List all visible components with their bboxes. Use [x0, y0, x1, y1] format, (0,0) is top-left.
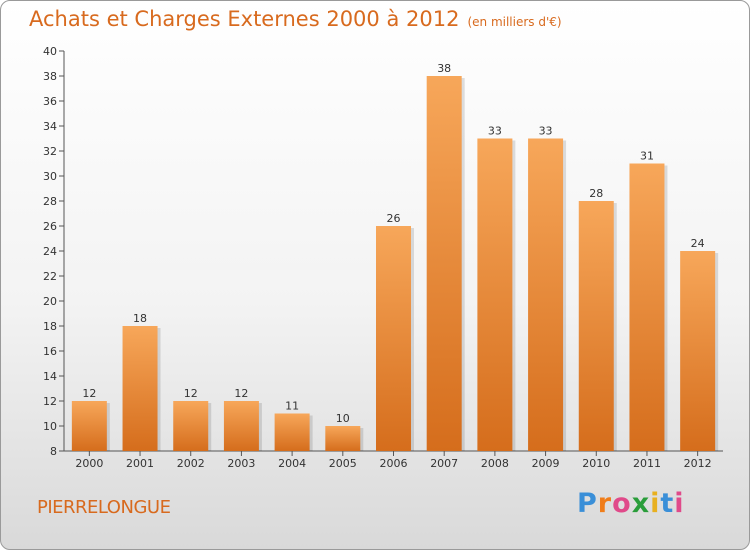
x-tick-label: 2004	[278, 457, 306, 470]
logo-letter: i	[650, 488, 661, 519]
y-tick-label: 28	[43, 195, 57, 208]
bar-2004	[274, 413, 310, 451]
x-tick-label: 2009	[532, 457, 560, 470]
bar-value-label: 12	[184, 387, 198, 400]
bar-2008	[477, 138, 513, 451]
x-tick-label: 2003	[227, 457, 255, 470]
proxiti-logo: Proxiti	[577, 488, 685, 519]
bar-value-label: 26	[387, 212, 401, 225]
bar-value-label: 31	[640, 150, 654, 163]
bar-value-label: 12	[234, 387, 248, 400]
logo-letter: i	[674, 488, 685, 519]
y-tick-label: 22	[43, 270, 57, 283]
y-tick-label: 14	[43, 370, 57, 383]
logo-letter: r	[597, 488, 613, 519]
x-tick-label: 2007	[430, 457, 458, 470]
bar-2003	[223, 401, 259, 451]
y-tick-label: 30	[43, 170, 57, 183]
y-tick-label: 16	[43, 345, 57, 358]
y-tick-label: 26	[43, 220, 57, 233]
y-tick-label: 10	[43, 420, 57, 433]
x-tick-label: 2002	[177, 457, 205, 470]
bar-value-label: 11	[285, 400, 299, 413]
logo-letter: P	[577, 488, 598, 519]
bar-2002	[173, 401, 209, 451]
y-tick-label: 8	[50, 445, 57, 458]
bar-value-label: 12	[82, 387, 96, 400]
bar-value-label: 10	[336, 412, 350, 425]
bar-value-label: 38	[437, 62, 451, 75]
bar-value-label: 18	[133, 312, 147, 325]
logo-letter: o	[612, 488, 632, 519]
x-tick-label: 2006	[380, 457, 408, 470]
bar-value-label: 24	[691, 237, 705, 250]
bar-2009	[528, 138, 564, 451]
chart-bars	[71, 76, 719, 451]
y-tick-label: 32	[43, 145, 57, 158]
bar-2000	[71, 401, 107, 451]
y-tick-label: 34	[43, 120, 57, 133]
x-tick-label: 2000	[75, 457, 103, 470]
chart-subtitle: (en milliers d'€)	[467, 15, 562, 29]
bar-value-label: 33	[539, 125, 553, 138]
y-tick-label: 38	[43, 70, 57, 83]
chart-axes: 8 10 12 14 16 18 20 22 24 26 28 30 32 34 36 38 40	[43, 45, 723, 458]
x-tick-label: 2001	[126, 457, 154, 470]
y-tick-label: 24	[43, 245, 57, 258]
x-tick-label: 2012	[684, 457, 712, 470]
bar-2001	[122, 326, 158, 451]
commune-name: PIERRELONGUE	[37, 497, 171, 518]
y-tick-label: 18	[43, 320, 57, 333]
y-tick-label: 20	[43, 295, 57, 308]
y-tick-label: 36	[43, 95, 57, 108]
bar-value-label: 33	[488, 125, 502, 138]
x-tick-label: 2010	[582, 457, 610, 470]
chart-title-text: Achats et Charges Externes 2000 à 2012	[29, 7, 460, 31]
x-tick-label: 2008	[481, 457, 509, 470]
bar-2011	[629, 163, 665, 451]
bar-2012	[680, 251, 716, 451]
chart-title: Achats et Charges Externes 2000 à 2012 (e…	[29, 7, 562, 31]
bar-value-label: 28	[589, 187, 603, 200]
logo-letter: x	[631, 488, 651, 519]
bar-2007	[426, 76, 462, 451]
y-tick-label: 12	[43, 395, 57, 408]
bar-2005	[325, 426, 361, 451]
x-tick-label: 2011	[633, 457, 661, 470]
x-tick-label: 2005	[329, 457, 357, 470]
logo-letter: t	[660, 488, 675, 519]
bar-2010	[578, 201, 614, 451]
y-tick-label: 40	[43, 45, 57, 58]
chart-labels: 12 2000 18 2001 12 2002 12 2003 11 2004 10 2005 26 20…	[75, 62, 711, 470]
bar-2006	[376, 226, 411, 451]
